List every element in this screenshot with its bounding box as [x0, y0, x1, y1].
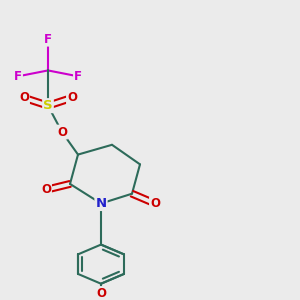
Text: O: O — [57, 126, 67, 139]
Text: O: O — [150, 197, 160, 210]
Text: O: O — [67, 91, 77, 104]
Text: F: F — [14, 70, 22, 83]
Text: N: N — [95, 197, 106, 210]
Text: S: S — [43, 99, 53, 112]
Text: O: O — [96, 287, 106, 300]
Text: O: O — [41, 183, 51, 196]
Text: O: O — [19, 91, 29, 104]
Text: F: F — [74, 70, 82, 83]
Text: F: F — [44, 33, 52, 46]
